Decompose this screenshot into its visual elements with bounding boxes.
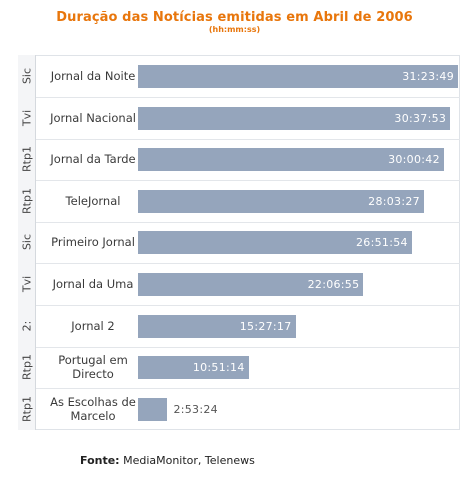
channel-label-cell: Tvi xyxy=(18,96,36,139)
channel-label-cell: Rtp1 xyxy=(18,138,36,181)
bar-row: Rtp1 Portugal em Directo 10:51:14 xyxy=(18,346,460,390)
bar-row: Tvi Jornal Nacional 30:37:53 xyxy=(18,96,460,140)
chart-subtitle: (hh:mm:ss) xyxy=(208,25,261,34)
channel-label: Rtp1 xyxy=(20,395,33,422)
program-label: As Escolhas de Marcelo xyxy=(50,394,136,423)
channel-label-cell: Rtp1 xyxy=(18,387,36,430)
bar-row: 2: Jornal 2 15:27:17 xyxy=(18,304,460,348)
row-divider xyxy=(18,138,460,140)
channel-label: Tvi xyxy=(20,109,33,126)
bar xyxy=(138,356,249,380)
row-divider xyxy=(18,221,460,223)
channel-label: Rtp1 xyxy=(20,187,33,214)
bar xyxy=(138,106,451,130)
bar xyxy=(138,397,168,421)
program-label: Jornal 2 xyxy=(71,318,115,333)
bar-value-label: 2:53:24 xyxy=(173,402,218,416)
bar xyxy=(138,314,296,338)
channel-label: Rtp1 xyxy=(20,146,33,173)
source-label: Fonte: xyxy=(80,454,120,467)
bar-value-label: 30:00:42 xyxy=(388,153,440,167)
row-divider xyxy=(18,180,460,182)
bar xyxy=(138,189,424,213)
row-divider xyxy=(18,305,460,306)
bar-value-label: 26:51:54 xyxy=(356,236,408,250)
bar xyxy=(138,65,458,88)
program-label: Jornal da Noite xyxy=(50,69,136,83)
row-divider xyxy=(18,346,460,348)
channel-label-cell: Sic xyxy=(18,55,36,97)
bar-row: Sic Jornal da Noite 31:23:49 xyxy=(18,55,460,98)
bar-value-label: 31:23:49 xyxy=(402,70,454,83)
channel-label-cell: Rtp1 xyxy=(18,179,36,222)
bar-value-label: 30:37:53 xyxy=(394,111,447,125)
program-label: Jornal Nacional xyxy=(50,110,136,125)
bar xyxy=(138,231,412,255)
row-divider xyxy=(18,388,460,390)
channel-label: Sic xyxy=(20,234,33,251)
bar-value-label: 28:03:27 xyxy=(368,194,420,208)
bar-value-label: 10:51:14 xyxy=(192,361,245,375)
row-divider xyxy=(18,263,460,265)
channel-label-cell: Rtp1 xyxy=(18,346,36,389)
channel-label: Sic xyxy=(20,67,33,85)
bar-row: Rtp1 TeleJornal 28:03:27 xyxy=(18,179,460,223)
source-text: MediaMonitor, Telenews xyxy=(123,454,255,467)
chart-title: Duração das Notícias emitidas em Abril d… xyxy=(56,10,413,25)
row-divider xyxy=(18,97,460,98)
channel-label-cell: 2: xyxy=(18,304,36,347)
program-label: Primeiro Jornal xyxy=(51,235,135,250)
channel-label-cell: Tvi xyxy=(18,263,36,305)
bar-value-label: 15:27:17 xyxy=(239,319,292,333)
program-label: TeleJornal xyxy=(65,193,121,208)
bar-row: Rtp1 As Escolhas de Marcelo 2:53:24 xyxy=(18,387,460,430)
program-label: Portugal em Directo xyxy=(58,353,128,382)
program-label: Jornal da Uma xyxy=(52,277,134,291)
bar xyxy=(138,273,364,296)
channel-label: 2: xyxy=(20,320,33,331)
channel-label: Tvi xyxy=(20,275,33,293)
bar-value-label: 22:06:55 xyxy=(307,278,360,291)
channel-label: Rtp1 xyxy=(20,354,33,381)
channel-label-cell: Sic xyxy=(18,221,36,264)
program-label: Jornal da Tarde xyxy=(50,152,136,167)
bar-row: Sic Primeiro Jornal 26:51:54 xyxy=(18,221,460,265)
bar-row: Rtp1 Jornal da Tarde 30:00:42 xyxy=(18,138,460,182)
bar-row: Tvi Jornal da Uma 22:06:55 xyxy=(18,263,460,306)
bar xyxy=(138,148,444,172)
source-note: Fonte: MediaMonitor, Telenews xyxy=(80,454,255,467)
